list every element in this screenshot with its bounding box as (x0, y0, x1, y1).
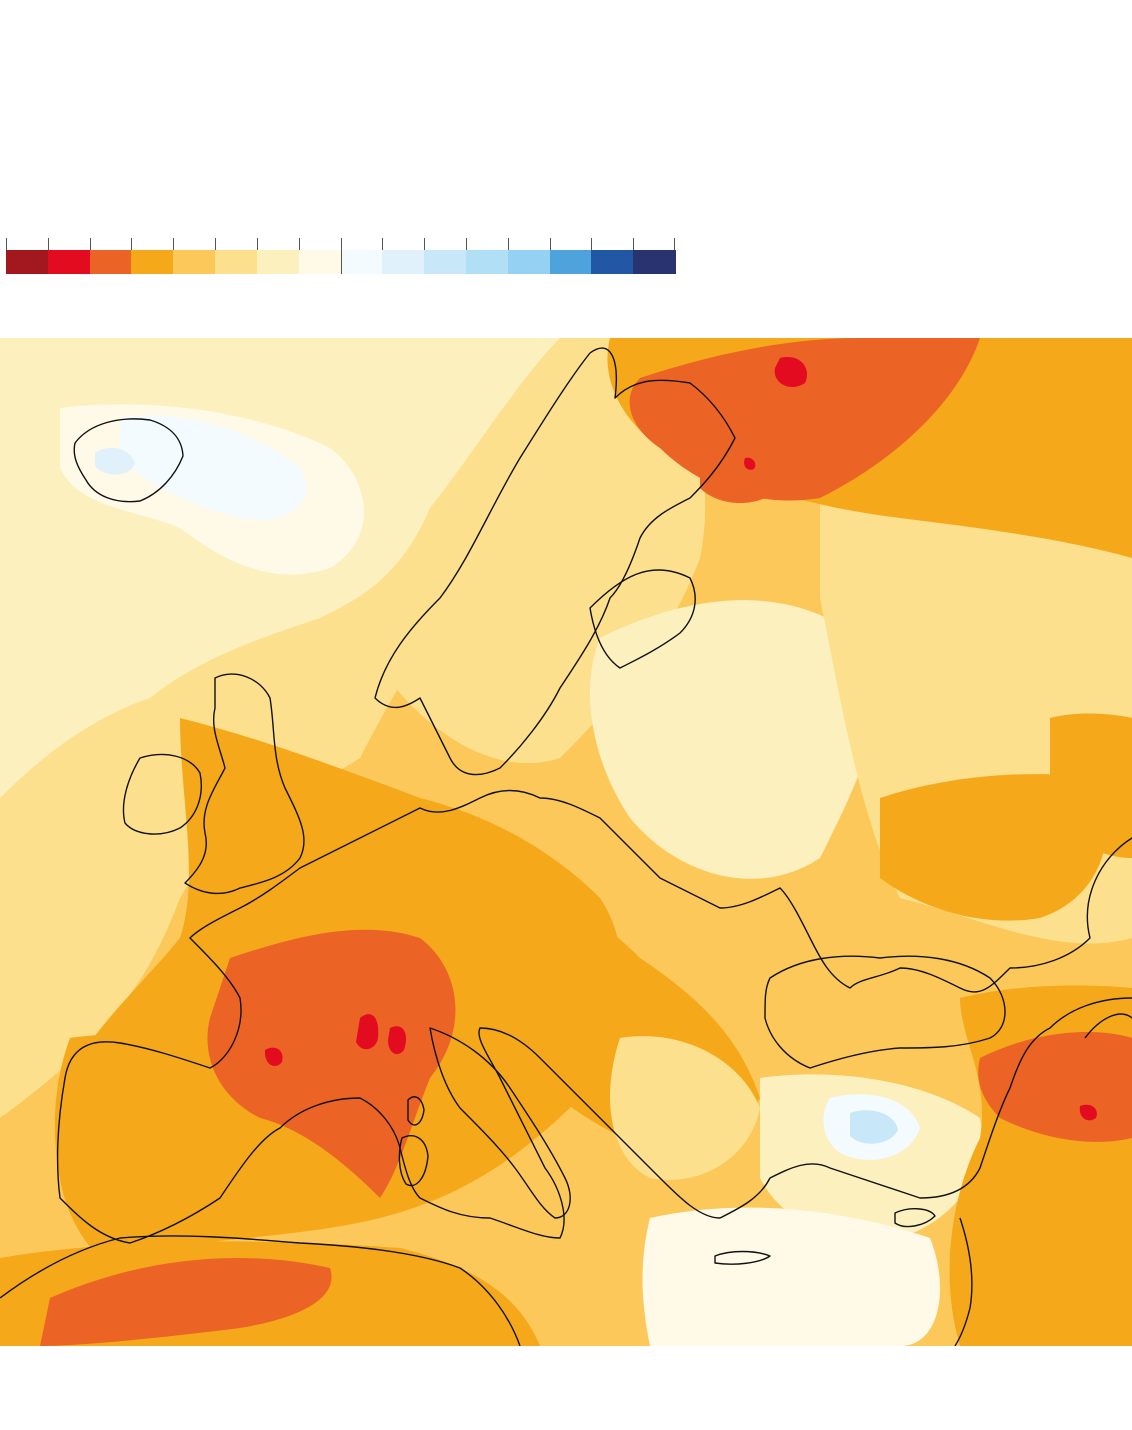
east-med-pale-region (642, 1207, 940, 1346)
black-sea-coast (764, 955, 1006, 1069)
white-sea-red-region (700, 455, 780, 503)
legend-swatch (633, 250, 676, 274)
continent-coast (56, 789, 1132, 1244)
legend-tick (424, 238, 426, 250)
legend-swatch (465, 250, 509, 274)
legend-tick (382, 238, 384, 250)
legend-swatch (256, 250, 300, 274)
levant-coast (954, 1217, 973, 1346)
iceland-coast (73, 418, 184, 503)
legend-tick (89, 238, 91, 250)
legend-swatch (6, 250, 49, 274)
legend-swatch (215, 250, 258, 274)
color-scale-legend (6, 238, 676, 276)
coastlines (0, 347, 1132, 1346)
legend-swatch (131, 250, 174, 274)
legend-tick (131, 238, 133, 250)
legend-swatch (89, 250, 132, 274)
legend-tick (674, 238, 675, 250)
legend-tick (549, 238, 551, 250)
cyprus-coast (894, 1208, 936, 1228)
legend-swatch (382, 250, 425, 274)
legend-tick (465, 238, 467, 250)
caspian-red-spot (1079, 1104, 1097, 1121)
great-britain-coast (184, 673, 305, 895)
ireland-coast (122, 753, 202, 835)
corsica-coast (407, 1096, 425, 1126)
legend-tick (591, 238, 593, 250)
legend-swatch (424, 250, 467, 274)
north-africa-red-region (40, 1258, 332, 1346)
arctic-red-spot-1 (774, 357, 808, 388)
france-red-spot (264, 1047, 283, 1066)
arctic-red-spot-2 (744, 457, 756, 470)
iceland-blue-spot (95, 447, 135, 475)
temperature-anomaly-map (0, 338, 1132, 1346)
legend-swatch (591, 250, 634, 274)
balkans-pale-region (610, 1036, 760, 1180)
north-africa-coast (0, 1235, 521, 1346)
legend-tick (633, 238, 635, 250)
eastern-europe-pale-region (590, 600, 877, 879)
legend-tick (215, 238, 217, 250)
legend-swatch (47, 250, 91, 274)
alps-red-spot-2 (388, 1026, 407, 1055)
legend-tick (340, 238, 342, 274)
alps-red-spot-1 (356, 1014, 379, 1050)
legend-swatch (340, 250, 383, 274)
legend-tick (507, 238, 509, 250)
legend-tick (173, 238, 175, 250)
scandinavia-coast (374, 347, 736, 776)
russia-hot-patch (880, 774, 1108, 921)
anomaly-fields (0, 338, 1132, 1346)
legend-tick (256, 238, 258, 250)
legend-tick (47, 238, 49, 250)
italy-coast (429, 1027, 571, 1219)
legend-swatch (298, 250, 341, 274)
sardinia-coast (398, 1135, 429, 1187)
legend-swatch (549, 250, 592, 274)
legend-tick (298, 238, 300, 250)
caspian-coast (1084, 1013, 1132, 1039)
legend-swatch (507, 250, 551, 274)
iceland-cool-spot (120, 415, 307, 520)
legend-tick (6, 238, 7, 250)
crete-coast (714, 1250, 771, 1265)
finland-coast (589, 569, 696, 669)
legend-swatch (173, 250, 216, 274)
east-far-hot-patch (1050, 713, 1132, 858)
anatolia-blue-spot (850, 1110, 898, 1144)
